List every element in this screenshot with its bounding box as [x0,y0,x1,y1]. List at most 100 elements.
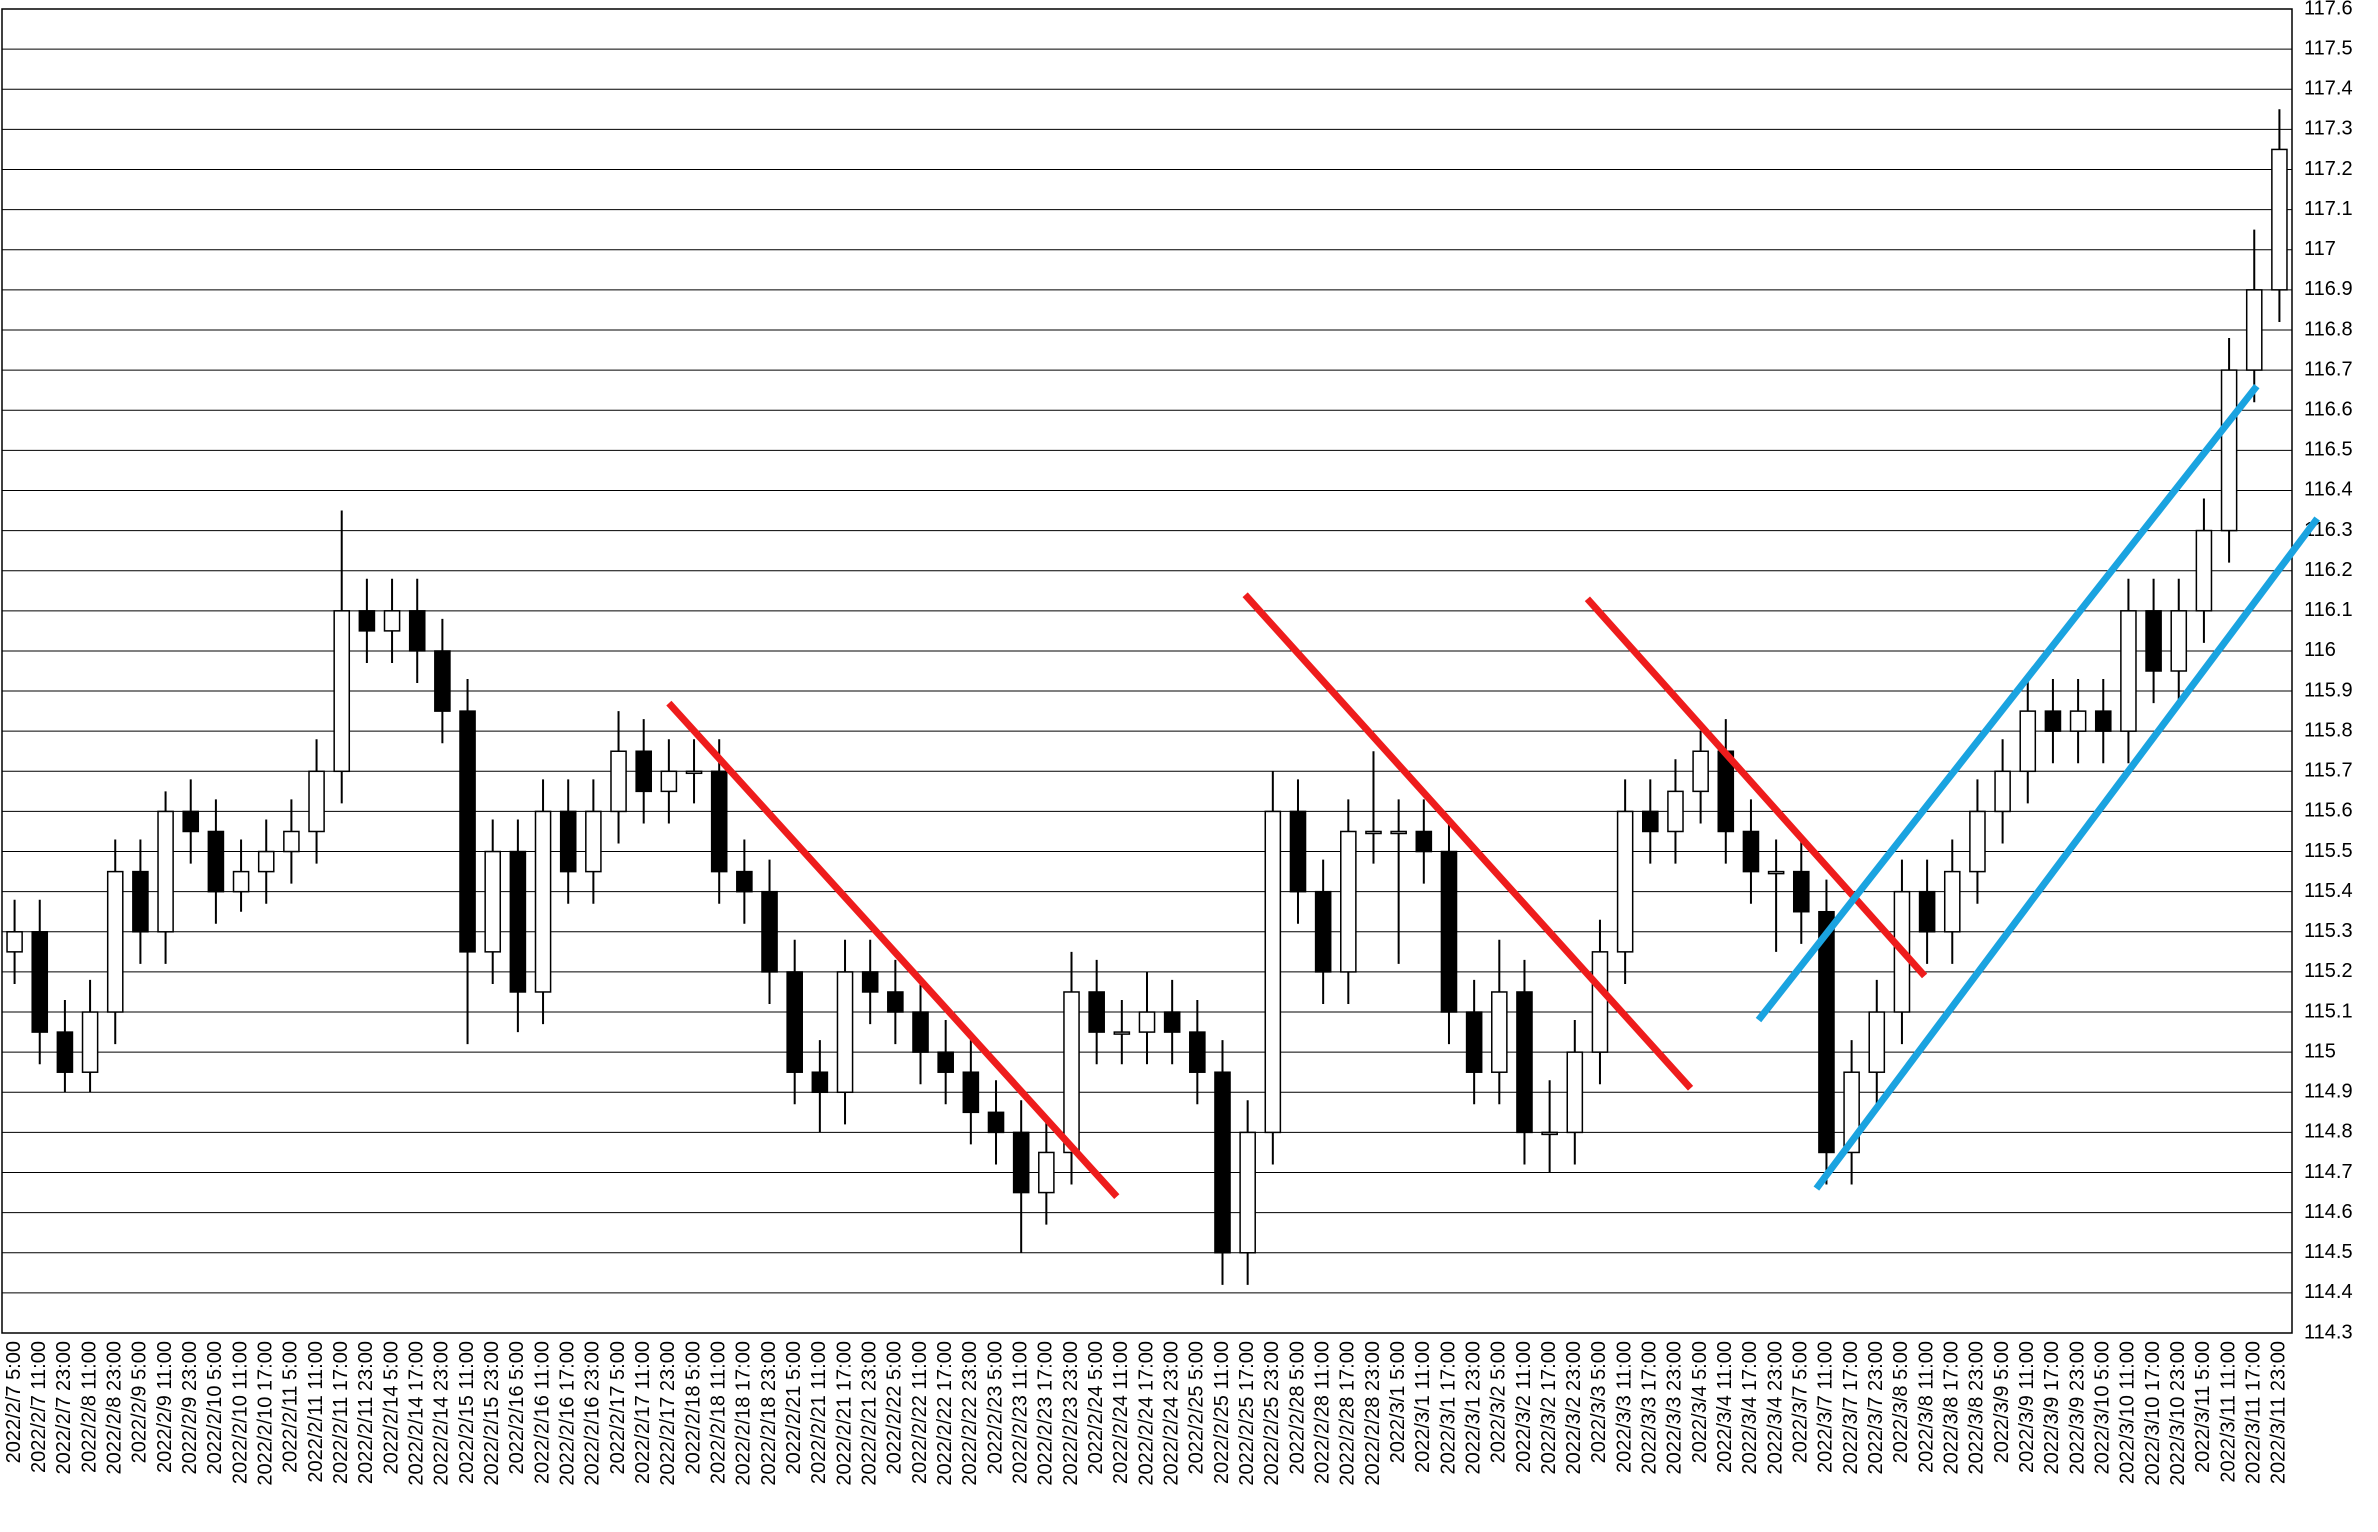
candle-body [333,610,351,773]
candle-body [1390,830,1407,835]
x-tick-label: 2022/3/1 11:00 [1412,1341,1434,1473]
y-tick-label: 117.4 [2304,78,2353,100]
x-tick-label: 2022/3/8 5:00 [1890,1341,1912,1463]
candle-body [2019,710,2037,773]
candle-body [1969,810,1986,873]
x-tick-label: 2022/2/21 5:00 [783,1341,805,1474]
candle-body [861,971,879,993]
candle-body [2145,610,2162,672]
candle-body [459,710,476,953]
candle-body [610,750,627,813]
y-tick-label: 115.3 [2304,920,2353,942]
x-tick-label: 2022/3/11 23:00 [2268,1341,2290,1484]
y-tick-label: 116.4 [2304,479,2353,501]
x-tick-label: 2022/2/9 5:00 [129,1341,151,1463]
candle-body [1868,1011,1886,1073]
x-tick-label: 2022/2/15 23:00 [481,1341,503,1486]
x-tick-label: 2022/2/18 11:00 [707,1341,729,1484]
x-tick-label: 2022/3/10 17:00 [2142,1341,2164,1486]
x-tick-label: 2022/3/8 11:00 [1915,1341,1937,1473]
y-tick-label: 117 [2304,238,2336,260]
y-tick-label: 116 [2304,639,2336,661]
y-tick-label: 114.8 [2304,1121,2353,1143]
x-tick-label: 2022/3/1 23:00 [1462,1341,1484,1474]
candle-body [1918,890,1936,933]
x-tick-label: 2022/2/25 17:00 [1236,1341,1258,1486]
candle-body [509,850,527,993]
candle-body [1792,870,1810,913]
candle-body [2044,710,2062,732]
x-tick-label: 2022/2/10 11:00 [229,1341,251,1484]
candle-body [31,931,49,1033]
candle-body [2220,369,2238,532]
y-tick-label: 117.5 [2304,37,2353,59]
y-tick-label: 115.9 [2304,679,2353,701]
y-tick-label: 115.6 [2304,800,2353,822]
x-tick-label: 2022/3/8 23:00 [1966,1341,1988,1474]
x-tick-label: 2022/2/9 23:00 [179,1341,201,1474]
candle-body [1415,830,1433,853]
y-tick-label: 114.9 [2304,1081,2353,1103]
candle-body [2120,610,2137,732]
y-tick-label: 115.8 [2304,719,2353,741]
candle-body [710,770,728,873]
candle-body [1113,1031,1131,1035]
x-tick-label: 2022/3/3 17:00 [1639,1341,1661,1474]
x-tick-label: 2022/2/28 23:00 [1362,1341,1384,1486]
candle-body [585,810,602,873]
candle-body [836,971,854,1094]
x-tick-label: 2022/3/4 17:00 [1739,1341,1761,1474]
x-tick-label: 2022/2/10 17:00 [255,1341,277,1486]
x-tick-label: 2022/2/21 11:00 [808,1341,830,1484]
candle-body [685,770,703,775]
x-tick-label: 2022/2/11 5:00 [280,1341,302,1473]
x-tick-label: 2022/2/24 17:00 [1135,1341,1157,1486]
candle-body [937,1051,954,1073]
x-tick-label: 2022/3/11 5:00 [2192,1341,2214,1473]
y-tick-label: 116.7 [2304,358,2353,380]
plot-border [1,8,2293,1334]
candle-body [358,610,376,632]
x-tick-label: 2022/2/21 17:00 [833,1341,855,1486]
candle-body [484,850,502,953]
y-tick-label: 117.1 [2304,198,2353,220]
candle-body [1516,991,1533,1134]
x-tick-label: 2022/3/10 23:00 [2167,1341,2189,1486]
candle-body [1012,1131,1030,1194]
candle-body [811,1071,829,1094]
candle-body [1692,750,1709,793]
candle-body [6,931,23,953]
candle-body [1340,830,1357,973]
x-tick-label: 2022/2/16 23:00 [582,1341,604,1486]
x-tick-label: 2022/2/16 5:00 [506,1341,528,1474]
x-tick-label: 2022/2/23 5:00 [984,1341,1006,1474]
x-tick-label: 2022/2/11 23:00 [355,1341,377,1484]
candle-body [1038,1151,1055,1194]
candle-body [283,830,300,853]
y-tick-label: 117.6 [2304,0,2353,19]
y-tick-label: 115.4 [2304,880,2353,902]
candle-body [761,890,778,973]
candle-body [232,870,250,893]
trend-line [1813,516,2320,1191]
x-tick-label: 2022/2/21 23:00 [858,1341,880,1486]
x-tick-label: 2022/2/23 17:00 [1035,1341,1057,1486]
candle-body [1440,850,1458,1013]
y-tick-label: 116.6 [2304,398,2353,420]
x-tick-label: 2022/3/11 11:00 [2217,1341,2239,1483]
trend-line [1584,596,1928,979]
x-tick-label: 2022/3/4 11:00 [1714,1341,1736,1473]
candle-body [56,1031,74,1073]
candle-body [635,750,653,793]
y-tick-label: 116.8 [2304,318,2353,340]
y-tick-label: 114.6 [2304,1201,2353,1223]
candle-body [308,770,325,833]
y-tick-label: 114.7 [2304,1161,2353,1183]
x-tick-label: 2022/2/17 23:00 [657,1341,679,1486]
x-tick-label: 2022/3/7 17:00 [1840,1341,1862,1474]
y-tick-label: 116.5 [2304,439,2353,461]
x-tick-label: 2022/2/17 5:00 [607,1341,629,1474]
x-tick-label: 2022/2/7 23:00 [53,1341,75,1474]
candle-body [1088,991,1105,1033]
candle-body [534,810,552,993]
